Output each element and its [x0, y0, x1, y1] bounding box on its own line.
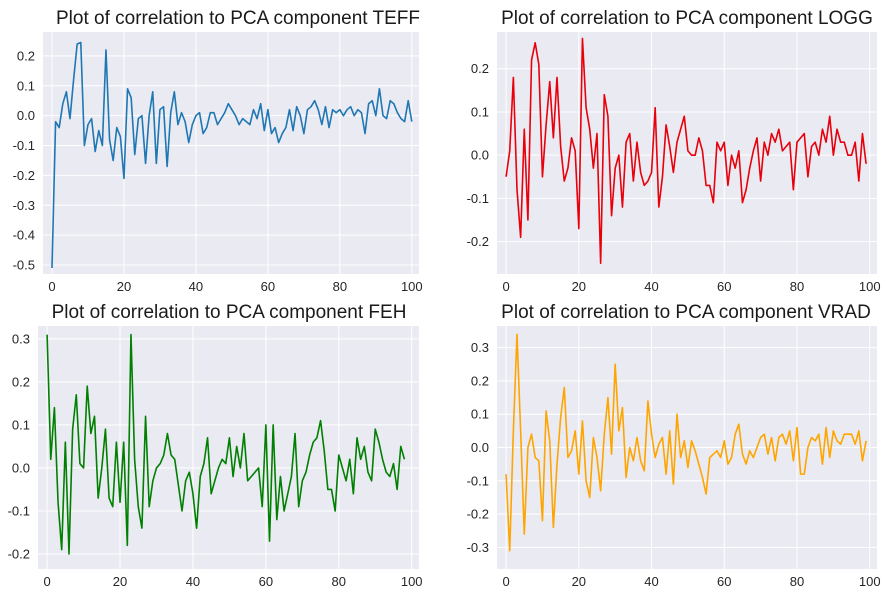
x-tick-label: 60	[259, 574, 273, 589]
series-line	[51, 41, 413, 269]
x-tick-label: 20	[117, 279, 131, 294]
x-tick-label: 80	[332, 574, 346, 589]
y-tick-label: -0.2	[8, 546, 30, 561]
y-tick-label: -0.4	[13, 228, 35, 243]
y-tick-label: 0.1	[17, 78, 35, 93]
y-tick-label: -0.3	[13, 198, 35, 213]
subplot-title: Plot of correlation to PCA component LOG…	[501, 8, 873, 29]
subplot-title: Plot of correlation to PCA component TEF…	[56, 8, 420, 29]
y-tick-label: 0.3	[12, 331, 30, 346]
y-tick-label: 0.2	[12, 374, 30, 389]
subplot-title: Plot of correlation to PCA component FEH	[52, 302, 407, 323]
y-tick-label: -0.1	[8, 503, 30, 518]
series-line	[505, 37, 867, 265]
x-tick-label: 0	[43, 574, 50, 589]
y-tick-label: 0.3	[471, 340, 489, 355]
x-tick-label: 60	[717, 279, 731, 294]
y-tick-label: -0.5	[13, 258, 35, 273]
x-tick-label: 20	[572, 279, 586, 294]
y-tick-label: -0.2	[13, 168, 35, 183]
x-tick-label: 20	[113, 574, 127, 589]
y-tick-label: 0.2	[471, 61, 489, 76]
series-line	[46, 333, 406, 555]
y-tick-label: 0.0	[471, 440, 489, 455]
x-tick-label: 80	[790, 279, 804, 294]
x-tick-label: 40	[644, 574, 658, 589]
x-tick-label: 0	[502, 574, 509, 589]
y-tick-label: -0.1	[467, 191, 489, 206]
y-tick-label: 0.1	[471, 407, 489, 422]
x-tick-label: 100	[401, 574, 423, 589]
x-tick-label: 80	[333, 279, 347, 294]
subplot-vrad: 0 20 40 60 80 100 -0.3 -0.2 -0.1 0.0 0.1 0.2 0.3 Plot…	[467, 302, 881, 589]
y-tick-label: -0.1	[13, 138, 35, 153]
x-tick-label: 0	[502, 279, 509, 294]
x-tick-label: 40	[189, 279, 203, 294]
x-tick-label: 100	[859, 279, 881, 294]
y-tick-label: 0.0	[471, 148, 489, 163]
x-tick-label: 100	[401, 279, 423, 294]
y-tick-label: -0.1	[467, 473, 489, 488]
y-tick-label: 0.0	[17, 108, 35, 123]
x-tick-label: 80	[790, 574, 804, 589]
x-tick-label: 60	[717, 574, 731, 589]
subplot-teff: 0 20 40 60 80 100 -0.5 -0.4 -0.3 -0.2 -0.1 0.0 0.1 0.…	[13, 8, 423, 294]
x-tick-label: 100	[859, 574, 881, 589]
y-tick-label: -0.3	[467, 540, 489, 555]
x-tick-label: 40	[644, 279, 658, 294]
y-tick-label: 0.2	[471, 373, 489, 388]
y-tick-label: -0.2	[467, 234, 489, 249]
series-line	[505, 333, 867, 552]
y-tick-label: 0.1	[471, 104, 489, 119]
x-tick-label: 0	[48, 279, 55, 294]
subplot-logg: 0 20 40 60 80 100 -0.2 -0.1 0.0 0.1 0.2 Plot of cor…	[467, 8, 881, 294]
plot-area	[497, 32, 877, 274]
x-tick-label: 40	[186, 574, 200, 589]
x-tick-label: 20	[572, 574, 586, 589]
x-tick-label: 60	[261, 279, 275, 294]
y-tick-label: 0.0	[12, 460, 30, 475]
subplot-feh: 0 20 40 60 80 100 -0.2 -0.1 0.0 0.1 0.2 0.3 Plot of …	[8, 302, 423, 589]
y-tick-label: 0.2	[17, 48, 35, 63]
plot-area	[43, 32, 419, 274]
y-tick-label: 0.1	[12, 417, 30, 432]
subplot-title: Plot of correlation to PCA component VRA…	[501, 302, 871, 323]
y-tick-label: -0.2	[467, 507, 489, 522]
